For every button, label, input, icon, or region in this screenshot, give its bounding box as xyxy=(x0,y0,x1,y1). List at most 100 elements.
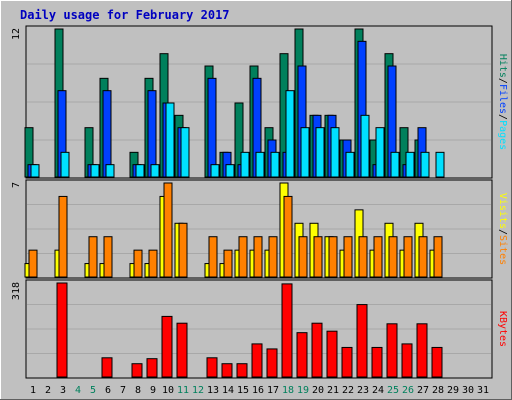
x-tick-label: 13 xyxy=(207,385,219,396)
sites-bar xyxy=(178,222,188,278)
kbytes-bar xyxy=(386,323,398,378)
legend-entry: / xyxy=(497,229,508,235)
x-tick-label: 14 xyxy=(222,385,234,396)
pages-bar xyxy=(375,127,385,178)
pages-bar xyxy=(150,164,160,178)
pages-bar xyxy=(300,127,310,178)
sites-bar xyxy=(253,236,263,278)
kbytes-bar xyxy=(146,358,158,378)
sites-bar xyxy=(343,236,353,278)
pages-bar xyxy=(210,164,220,178)
x-tick-label: 18 xyxy=(282,385,294,396)
x-tick-label: 8 xyxy=(135,385,141,396)
x-tick-label: 27 xyxy=(417,385,429,396)
sites-bar xyxy=(373,236,383,278)
y-axis-max-labels: 12 7 318 xyxy=(11,28,22,300)
legend-entry: KBytes xyxy=(497,311,508,347)
files-bar xyxy=(102,90,112,178)
sites-bar xyxy=(403,236,413,278)
legend-entry: Hits xyxy=(497,54,508,78)
x-tick-label: 9 xyxy=(150,385,156,396)
x-tick-label: 7 xyxy=(120,385,126,396)
x-tick-label: 24 xyxy=(372,385,384,396)
files-bar xyxy=(147,90,157,178)
kbytes-bar xyxy=(56,282,68,378)
kbytes-bar xyxy=(236,363,248,378)
x-tick-label: 12 xyxy=(192,385,204,396)
kbytes-bar xyxy=(266,348,278,378)
x-tick-label: 1 xyxy=(30,385,36,396)
pages-bar xyxy=(135,164,145,178)
sites-bar xyxy=(358,236,368,278)
pages-bar xyxy=(30,164,40,178)
sites-bar xyxy=(208,236,218,278)
kbytes-bar xyxy=(296,332,308,378)
kbytes-bar xyxy=(101,357,113,378)
pages-bar xyxy=(405,151,415,178)
x-tick-label: 16 xyxy=(252,385,264,396)
sites-bar xyxy=(433,236,443,278)
x-tick-label: 30 xyxy=(462,385,474,396)
legend-bottom: KBytes xyxy=(497,311,508,347)
x-tick-label: 15 xyxy=(237,385,249,396)
pages-bar xyxy=(435,151,445,178)
legend-middle: Visits/Sites xyxy=(497,193,508,265)
files-bar xyxy=(207,77,217,178)
sites-bar xyxy=(133,249,143,278)
pages-bar xyxy=(315,127,325,178)
x-tick-label: 28 xyxy=(432,385,444,396)
sites-bar xyxy=(58,195,68,278)
x-tick-label: 31 xyxy=(477,385,489,396)
x-tick-label: 2 xyxy=(45,385,51,396)
pages-bar xyxy=(390,151,400,178)
sites-bar xyxy=(313,236,323,278)
pages-bar xyxy=(420,151,430,178)
x-tick-label: 29 xyxy=(447,385,459,396)
pages-bar xyxy=(255,151,265,178)
sites-bar xyxy=(238,236,248,278)
sites-bar xyxy=(388,236,398,278)
legend-entry: Files xyxy=(497,84,508,114)
sites-bar xyxy=(418,236,428,278)
legend-top: Hits/Files/Pages xyxy=(497,54,508,150)
pages-bar xyxy=(180,127,190,178)
pages-bar xyxy=(240,151,250,178)
legend-entry: Visits xyxy=(497,193,508,229)
kbytes-bar xyxy=(431,346,443,378)
x-tick-label: 11 xyxy=(177,385,189,396)
kbytes-bar xyxy=(371,346,383,378)
x-tick-label: 22 xyxy=(342,385,354,396)
sites-bar xyxy=(223,249,233,278)
kbytes-bar xyxy=(311,322,323,378)
pages-bar xyxy=(90,164,100,178)
y-max-label-visits_sites: 7 xyxy=(11,182,22,188)
sites-bar xyxy=(328,236,338,278)
x-tick-label: 21 xyxy=(327,385,339,396)
pages-bar xyxy=(345,151,355,178)
sites-bar xyxy=(148,249,158,278)
x-tick-label: 3 xyxy=(60,385,66,396)
chart-bars xyxy=(24,28,445,378)
x-tick-label: 4 xyxy=(75,385,81,396)
kbytes-bar xyxy=(176,322,188,378)
x-axis-day-labels: 1 2 3 4 5 6 7 8 9 10 11 12 13 14 15 16 17 18 19 20 21 22 23 24 2… xyxy=(30,385,489,396)
sites-bar xyxy=(298,236,308,278)
kbytes-bar xyxy=(221,363,233,378)
pages-bar xyxy=(60,151,70,178)
sites-bar xyxy=(163,182,173,278)
kbytes-bar xyxy=(356,304,368,378)
x-tick-label: 19 xyxy=(297,385,309,396)
pages-bar xyxy=(270,151,280,178)
x-tick-label: 23 xyxy=(357,385,369,396)
kbytes-bar xyxy=(416,323,428,378)
kbytes-bar xyxy=(251,343,263,378)
pages-bar xyxy=(165,102,175,178)
sites-bar xyxy=(28,249,38,278)
x-tick-label: 6 xyxy=(105,385,111,396)
sites-bar xyxy=(103,236,113,278)
legend-entry: / xyxy=(497,114,508,120)
kbytes-bar xyxy=(401,343,413,378)
x-tick-label: 20 xyxy=(312,385,324,396)
